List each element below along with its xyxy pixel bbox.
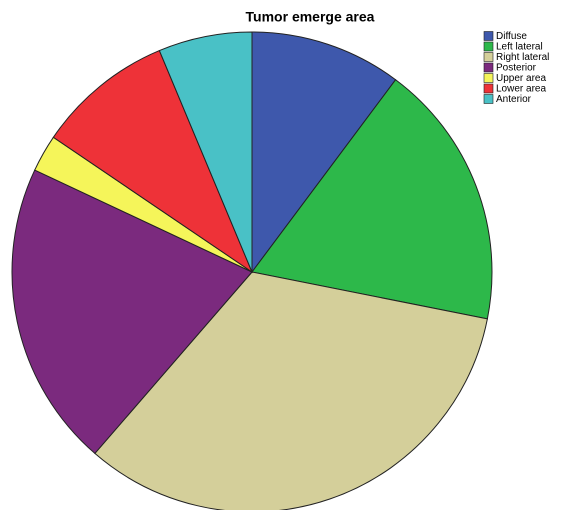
pie-slice: [11, 169, 253, 455]
legend-swatch: [483, 94, 494, 104]
legend-label: Upper area: [496, 73, 546, 84]
pie-slice: [251, 79, 493, 320]
legend-swatch: [483, 62, 494, 73]
pie-slice: [251, 31, 397, 274]
legend-swatch: [483, 41, 494, 52]
legend-label: Diffuse: [496, 31, 527, 42]
legend-swatch: [483, 73, 494, 83]
legend-label: Posterior: [496, 63, 537, 74]
legend-label: Anterior: [496, 94, 532, 105]
legend-label: Lower area: [496, 84, 546, 95]
pie-slice: [158, 31, 253, 273]
legend-swatch: [483, 52, 494, 62]
pie-slice: [52, 49, 254, 274]
chart-title: Tumor emerge area: [246, 9, 375, 25]
legend-label: Right lateral: [496, 52, 549, 63]
legend-swatch: [483, 83, 494, 94]
legend-swatch: [483, 31, 494, 41]
pie-slice: [94, 271, 488, 510]
legend-label: Left lateral: [496, 42, 543, 53]
